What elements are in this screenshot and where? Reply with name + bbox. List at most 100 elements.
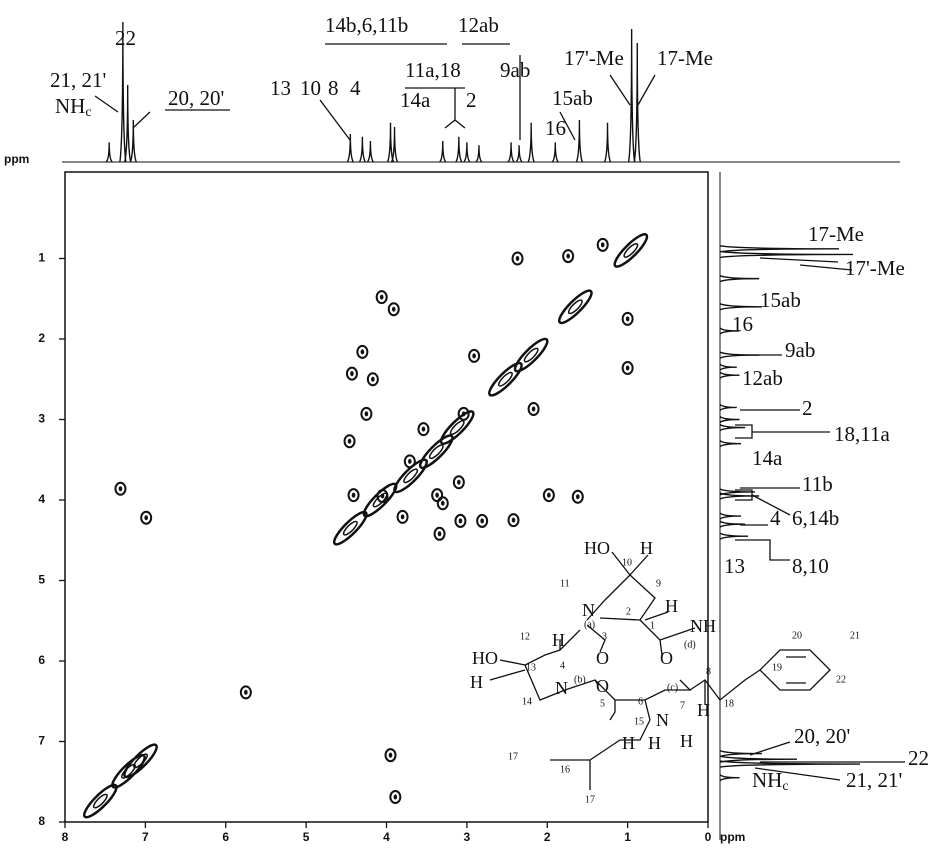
structure-label: 6: [638, 696, 643, 707]
contour: [375, 290, 388, 305]
right-projection-peak: [719, 774, 740, 782]
contour: [511, 517, 516, 523]
top-peak-label: 17-Me: [657, 46, 713, 70]
top-peak-label: 20, 20': [168, 86, 224, 110]
right-projection-peak: [719, 351, 760, 359]
contour: [350, 371, 354, 377]
top-peak-label: 2: [466, 88, 477, 112]
top-projection-peak: [358, 136, 366, 163]
contour: [596, 237, 609, 252]
contour: [567, 299, 583, 315]
contour: [387, 302, 400, 317]
cross-peak: [387, 302, 400, 317]
top-projection-peak: [627, 28, 636, 163]
contour: [343, 434, 356, 449]
leader-lines: [94, 43, 905, 781]
contour: [391, 306, 396, 312]
cross-peak: [621, 311, 634, 326]
structure-label: 12: [520, 631, 530, 642]
right-peak-label: 9ab: [785, 338, 815, 362]
top-projection-peak: [390, 126, 399, 163]
cross-peak: [389, 790, 402, 805]
contour: [360, 349, 365, 355]
contour: [621, 360, 634, 375]
structure-label: 8: [706, 666, 711, 677]
contour: [449, 420, 465, 436]
top-projection-peak: [575, 119, 584, 163]
x-tick-label: 6: [222, 830, 229, 844]
top-projection-peak: [119, 21, 127, 163]
structure-label: HO: [584, 538, 610, 558]
contour: [421, 426, 426, 432]
contour: [621, 311, 634, 326]
contour: [360, 406, 373, 421]
contour: [371, 376, 375, 382]
right-projection-peak: [719, 512, 742, 520]
contour: [111, 753, 146, 789]
contour: [82, 783, 118, 819]
contour: [372, 492, 388, 508]
right-peak-label: 20, 20': [794, 724, 850, 748]
cross-peak: [356, 344, 369, 359]
contour: [347, 438, 352, 444]
cross-peak: [384, 748, 397, 763]
structure-label: 5: [600, 698, 605, 709]
y-tick-label: 3: [38, 412, 45, 426]
contour: [351, 492, 356, 498]
contour: [452, 475, 465, 490]
x-axis-label: ppm: [720, 830, 745, 844]
contour: [625, 365, 630, 371]
right-peak-label: 21, 21': [846, 768, 902, 792]
diagonal-peak: [613, 233, 649, 268]
diagonal-peak: [513, 337, 549, 373]
contour: [121, 763, 136, 779]
contour: [436, 496, 449, 511]
x-tick-label: 0: [705, 830, 712, 844]
contour: [468, 348, 481, 363]
contour: [244, 689, 248, 695]
cross-peak: [571, 489, 584, 504]
contour: [476, 513, 489, 528]
top-projection-peak: [633, 42, 641, 163]
x-tick-label: 5: [303, 830, 310, 844]
structure-label: 14: [522, 696, 532, 707]
diagonal-peak: [418, 434, 454, 470]
right-projection-peak: [719, 755, 798, 763]
contour: [362, 482, 398, 518]
structure-label: O: [596, 648, 609, 668]
cross-peak: [454, 513, 467, 528]
contour: [140, 510, 153, 525]
contour: [542, 488, 555, 503]
structure-label: H: [665, 596, 678, 616]
contour: [388, 752, 393, 758]
contour: [454, 513, 467, 528]
cross-peak: [433, 526, 446, 541]
contour: [389, 790, 402, 805]
contour: [342, 520, 358, 536]
cross-peak: [366, 372, 379, 387]
cross-peak: [375, 290, 388, 305]
contour: [439, 410, 475, 445]
diagonal-peak: [123, 743, 158, 779]
diagonal-peak: [488, 361, 523, 397]
structure-label: 4: [560, 660, 565, 671]
right-peak-label-sub: c: [782, 779, 788, 794]
cross-peak: [527, 402, 540, 417]
contour: [347, 488, 360, 503]
contour: [527, 402, 540, 417]
top-projection-peak: [346, 133, 354, 163]
structure-label: HO: [472, 648, 498, 668]
contour: [384, 748, 397, 763]
structure-label: 16: [560, 764, 570, 775]
right-projection-peak: [719, 415, 740, 424]
y-tick-label: 5: [38, 573, 45, 587]
contour: [408, 458, 412, 464]
top-peak-label: 8: [328, 76, 339, 100]
right-peak-label: 13: [724, 554, 745, 578]
contour: [497, 371, 513, 387]
contour: [472, 353, 476, 359]
structure-label: N: [555, 678, 568, 698]
contour: [440, 500, 445, 506]
top-projection-peak: [386, 122, 395, 163]
cross-peak: [562, 249, 575, 264]
